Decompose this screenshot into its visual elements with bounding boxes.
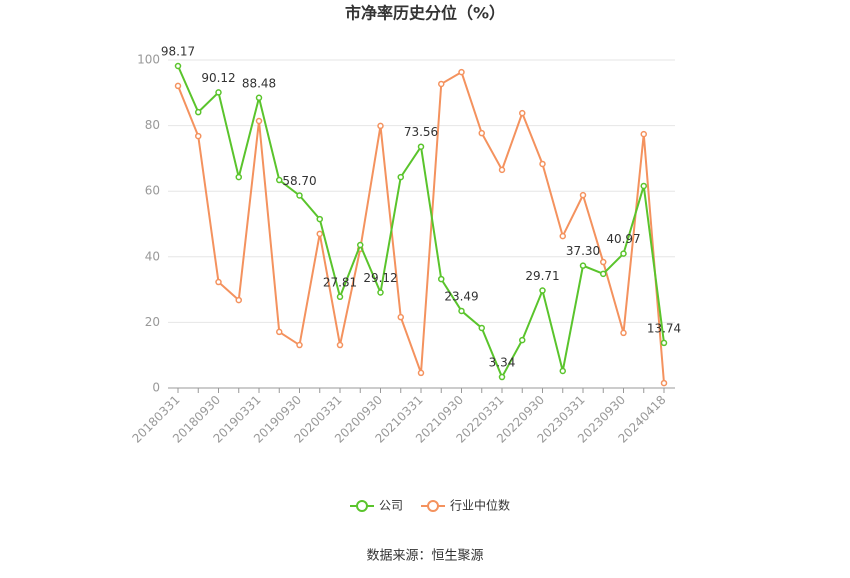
data-label: 3.34: [489, 356, 516, 370]
point: [235, 296, 242, 304]
point: [174, 82, 182, 90]
point: [397, 173, 404, 181]
data-label: 88.48: [242, 76, 276, 90]
point: [519, 109, 526, 117]
point: [438, 80, 445, 88]
point: [478, 129, 485, 137]
point: [640, 182, 647, 190]
point: [559, 367, 566, 375]
point: [519, 336, 526, 344]
data-label: 37.30: [566, 244, 600, 258]
point: [255, 117, 263, 125]
data-label: 29.71: [525, 269, 559, 283]
point: [579, 262, 587, 269]
data-label: 13.74: [647, 321, 681, 335]
point: [620, 250, 627, 257]
point: [498, 373, 506, 381]
point: [660, 339, 668, 347]
source-note: 数据来源：恒生聚源: [366, 549, 483, 564]
point: [215, 89, 222, 96]
point: [377, 289, 384, 296]
data-label: 23.49: [444, 289, 478, 303]
y-tick-label: 20: [145, 315, 160, 329]
point: [316, 230, 323, 238]
legend-marker: [427, 500, 440, 512]
point: [357, 241, 364, 249]
legend-marker: [356, 500, 368, 512]
point: [397, 313, 404, 321]
point: [498, 166, 506, 174]
point: [276, 328, 283, 336]
y-tick-label: 80: [145, 118, 160, 132]
data-label: 29.12: [363, 271, 397, 285]
point: [600, 270, 607, 278]
data-label: 98.17: [161, 45, 195, 59]
chart-title: 市净率历史分位（%）: [345, 4, 505, 23]
point: [478, 324, 485, 332]
point: [539, 287, 546, 294]
point: [660, 379, 668, 387]
legend-label: 公司: [379, 499, 403, 513]
point: [640, 130, 647, 138]
point: [620, 329, 627, 337]
point: [316, 215, 323, 223]
point: [559, 232, 566, 240]
y-tick-label: 0: [152, 381, 160, 395]
point: [195, 132, 202, 140]
point: [417, 369, 425, 377]
data-label: 40.97: [606, 232, 640, 246]
point: [579, 191, 587, 199]
point: [276, 176, 283, 184]
point: [458, 307, 465, 315]
point: [296, 341, 303, 349]
point: [438, 275, 445, 283]
point: [235, 173, 242, 181]
point: [255, 94, 263, 102]
point: [377, 122, 384, 130]
series-line: [177, 70, 665, 384]
point: [336, 341, 344, 349]
data-label: 58.70: [282, 174, 316, 188]
point: [174, 62, 182, 70]
point: [539, 160, 546, 168]
point: [336, 293, 344, 301]
data-label: 73.56: [404, 125, 438, 139]
data-label: 90.12: [201, 71, 235, 85]
y-tick-label: 40: [145, 249, 160, 263]
point: [215, 278, 222, 286]
y-tick-label: 60: [145, 184, 160, 198]
point: [458, 68, 465, 76]
legend-label: 行业中位数: [450, 498, 510, 513]
y-tick-label: 100: [137, 53, 160, 67]
point: [296, 192, 303, 199]
point: [195, 108, 202, 116]
point: [417, 143, 425, 150]
point: [600, 258, 607, 266]
data-label: 27.81: [323, 275, 357, 289]
